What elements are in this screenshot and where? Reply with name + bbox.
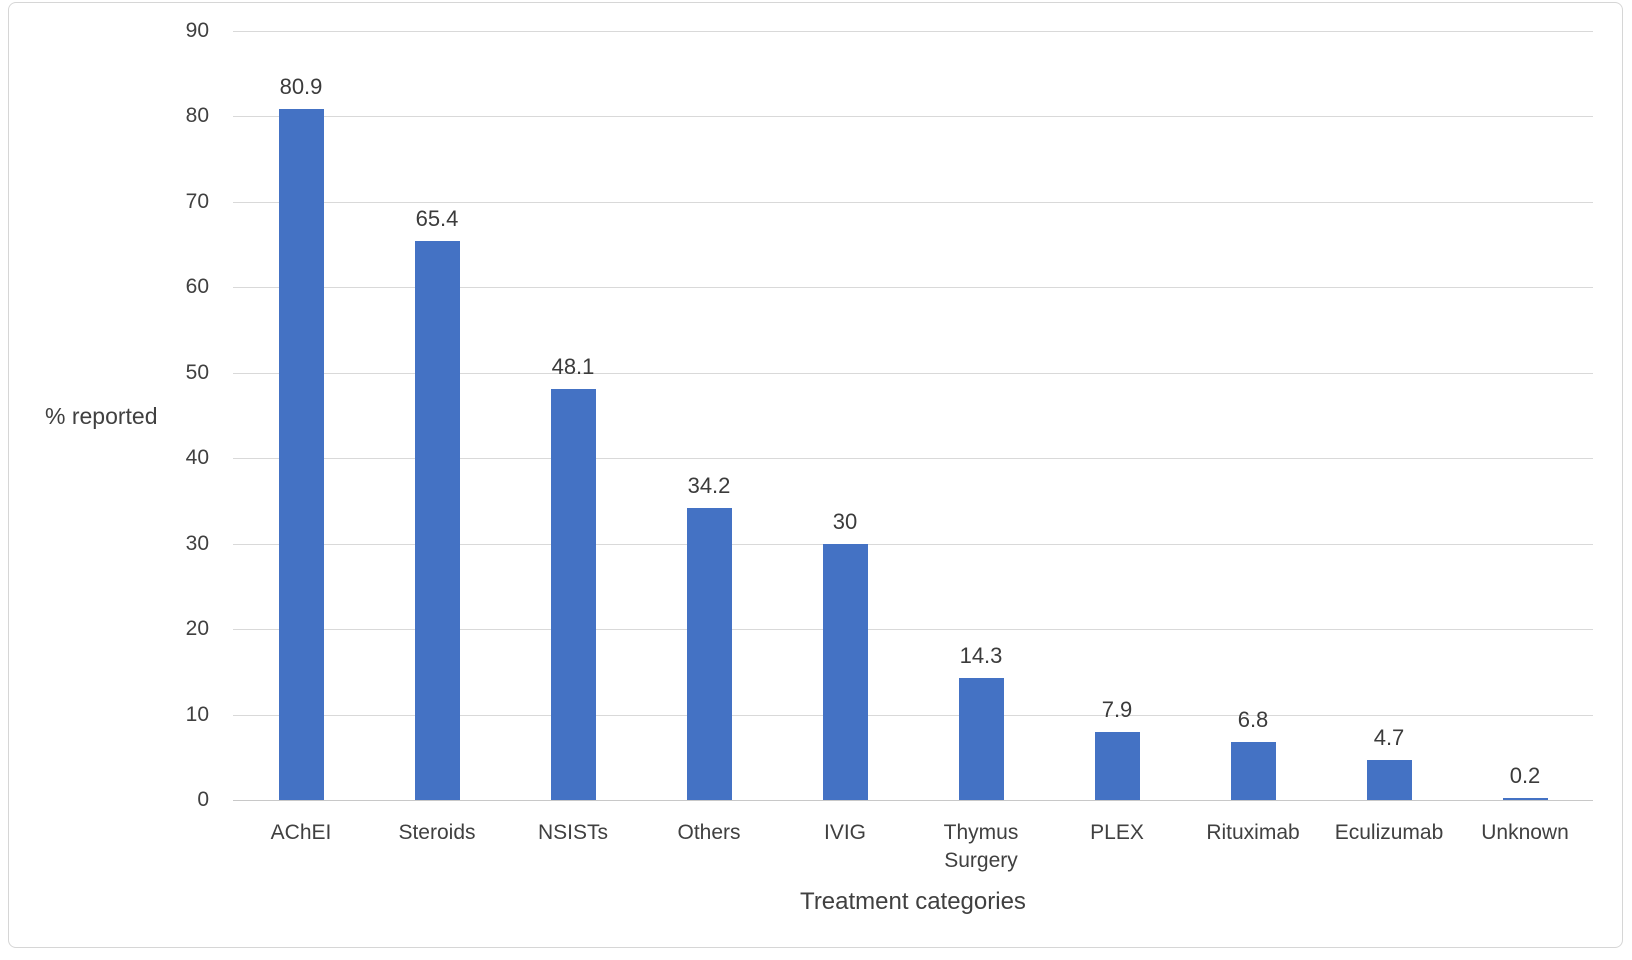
x-category-label: Unknown (1481, 821, 1569, 844)
x-axis-line (233, 800, 1593, 801)
y-tick-label: 90 (185, 19, 209, 42)
bar (1502, 798, 1548, 800)
bar-value-label: 4.7 (1373, 724, 1405, 750)
x-category-label: PLEX (1090, 821, 1144, 844)
gridline (233, 201, 1593, 203)
y-tick-label: 10 (185, 702, 209, 726)
y-axis-title: % reported (45, 403, 158, 429)
gridline (233, 116, 1593, 118)
x-category-label: Others (677, 821, 741, 844)
y-tick-label: 40 (185, 446, 209, 470)
gridline (233, 372, 1593, 374)
bar (414, 241, 460, 800)
x-axis-title: Treatment categories (800, 888, 1026, 915)
y-tick-label: 60 (185, 275, 209, 299)
bar (958, 677, 1004, 800)
chart-frame (8, 2, 1623, 948)
y-tick-label: 80 (185, 104, 209, 128)
bar (278, 108, 324, 800)
bar-value-label: 0.2 (1509, 763, 1541, 788)
x-category-label: Steroids (398, 821, 476, 844)
gridline (233, 287, 1593, 289)
bar (1230, 741, 1276, 800)
y-tick-label: 20 (185, 617, 209, 641)
gridline (233, 714, 1593, 716)
x-category-label: Thymus Surgery (943, 821, 1019, 872)
x-category-label: AChEI (270, 821, 332, 844)
y-tick-label: 70 (185, 189, 209, 213)
bar-value-label: 14.3 (959, 642, 1003, 668)
y-tick-label: 0 (197, 788, 209, 811)
bar (686, 507, 732, 800)
x-category-label: NSISTs (537, 821, 608, 844)
bar-value-label: 80.9 (279, 73, 323, 99)
bar-value-label: 34.2 (687, 472, 731, 498)
x-category-label: Eculizumab (1334, 821, 1444, 844)
bar-value-label: 6.8 (1237, 706, 1269, 732)
bar-value-label: 7.9 (1101, 697, 1133, 723)
gridline (233, 543, 1593, 545)
bar (550, 389, 596, 800)
x-category-label: IVIG (823, 821, 866, 844)
bar-value-label: 30 (832, 508, 858, 534)
gridline (233, 629, 1593, 631)
bar (1094, 732, 1140, 800)
x-category-label: Rituximab (1206, 821, 1300, 844)
bar-value-label: 65.4 (415, 206, 459, 232)
gridline (233, 31, 1593, 32)
bar (822, 543, 868, 800)
y-tick-label: 50 (185, 360, 209, 384)
gridline (233, 458, 1593, 460)
bar (1366, 759, 1412, 800)
y-tick-label: 30 (185, 531, 209, 555)
bar-value-label: 48.1 (551, 354, 595, 379)
